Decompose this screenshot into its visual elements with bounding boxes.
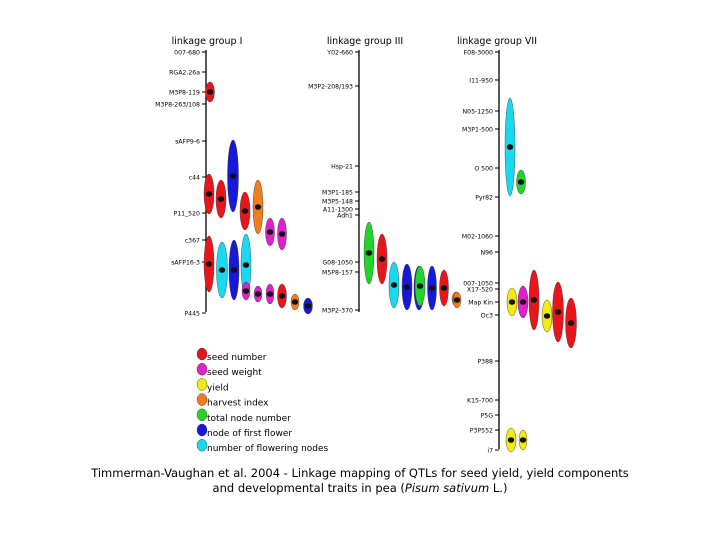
qtl-peak-dot — [266, 291, 274, 297]
qtl-peak-dot — [205, 191, 213, 197]
marker-label: Oc3 — [481, 313, 493, 320]
caption-suffix: L.) — [489, 481, 508, 495]
qtl-peak-dot — [278, 293, 286, 299]
legend-swatch-seed-number — [196, 347, 208, 361]
qtl-peak-dot — [517, 179, 525, 185]
marker-label: M3P8-119 — [169, 90, 200, 97]
legend-swatch-harvest-index — [196, 393, 208, 406]
marker-label: Hsp-21 — [331, 164, 353, 171]
marker-label: M5P8-157 — [322, 270, 353, 277]
marker-label: P445 — [184, 311, 200, 318]
marker-label: 007-1050 — [463, 281, 493, 288]
legend-swatch-seed-weight — [196, 363, 208, 376]
marker-label: RGA2.26a — [169, 70, 200, 77]
marker-label: P3P552 — [470, 428, 493, 435]
qtl-peak-dot — [254, 291, 262, 297]
qtl-peak-dot — [390, 282, 398, 288]
marker-label: i7 — [487, 448, 493, 455]
legend-swatch-total-node-number — [196, 408, 208, 421]
linkage-group-title: linkage group I — [172, 36, 243, 47]
marker-label: Map Kin — [468, 300, 493, 307]
qtl-peak-dot — [242, 262, 250, 268]
marker-label: P5G — [481, 413, 494, 420]
marker-label: Y02-660 — [326, 50, 353, 57]
linkage-group-title: linkage group VII — [457, 36, 537, 47]
marker-label: Pyr82 — [475, 195, 493, 202]
qtl-peak-dot — [206, 89, 214, 95]
qtl-peak-dot — [205, 261, 213, 267]
legend-label-flowering-nodes: number of flowering nodes — [207, 444, 329, 454]
qtl-peak-dot — [440, 285, 448, 291]
qtl-peak-dot — [218, 267, 226, 273]
qtl-peak-dot — [519, 299, 527, 305]
qtl-peak-dot — [508, 299, 516, 305]
marker-label: P388 — [477, 359, 493, 366]
qtl-peak-dot — [291, 299, 299, 305]
marker-label: I11-950 — [469, 78, 493, 85]
qtl-peak-dot — [254, 204, 262, 210]
qtl-peak-dot — [229, 173, 237, 179]
qtl-peak-dot — [507, 437, 515, 443]
qtl-peak-dot — [365, 250, 373, 256]
qtl-peak-dot — [506, 144, 514, 150]
marker-label: 007-680 — [174, 50, 200, 57]
marker-label: M3P5-148 — [322, 199, 353, 206]
marker-label: sAFP16-3 — [171, 260, 200, 267]
marker-label: c367 — [185, 238, 200, 245]
qtl-peak-dot — [230, 267, 238, 273]
marker-label: F08-3000 — [464, 50, 493, 57]
marker-label: M3P1-185 — [322, 190, 353, 197]
caption-species: Pisum sativum — [404, 481, 490, 495]
marker-label: M3P1-500 — [462, 127, 493, 134]
marker-label: sAFP9-6 — [175, 139, 200, 146]
legend-label-seed-number: seed number — [207, 353, 267, 363]
qtl-peak-dot — [304, 303, 312, 309]
qtl-peak-dot — [242, 288, 250, 294]
legend-label-yield: yield — [207, 383, 229, 393]
caption-prefix: and developmental traits in pea ( — [212, 481, 405, 495]
marker-label: K15-700 — [467, 398, 493, 405]
marker-label: A11-1300 — [323, 207, 353, 214]
qtl-peak-dot — [567, 320, 575, 326]
legend-label-seed-weight: seed weight — [207, 368, 262, 378]
legend-label-node-first-flower: node of first flower — [207, 429, 292, 439]
qtl-peak-dot — [378, 256, 386, 262]
qtl-peak-dot — [519, 437, 527, 443]
marker-label: N05-1250 — [463, 109, 494, 116]
qtl-peak-dot — [428, 285, 436, 291]
qtl-peak-dot — [278, 231, 286, 237]
qtl-peak-dot — [416, 283, 424, 289]
marker-label: M3P2-208/193 — [308, 84, 353, 91]
legend-label-total-node-number: total node number — [207, 414, 291, 424]
marker-label: M3P8-263/108 — [155, 102, 200, 109]
qtl-peak-dot — [241, 208, 249, 214]
figure-caption-line1: Timmerman-Vaughan et al. 2004 - Linkage … — [91, 466, 629, 480]
qtl-peak-dot — [266, 229, 274, 235]
legend-swatch-yield — [196, 378, 208, 391]
legend-swatch-flowering-nodes — [196, 439, 208, 452]
marker-label: G08-1050 — [322, 260, 353, 267]
qtl-peak-dot — [554, 309, 562, 315]
qtl-peak-dot — [453, 297, 461, 303]
qtl-peak-dot — [530, 297, 538, 303]
marker-label: X17-520 — [467, 287, 493, 294]
legend-swatch-node-first-flower — [196, 423, 208, 437]
marker-label: M02-1060 — [462, 234, 493, 241]
qtl-peak-dot — [543, 313, 551, 319]
marker-label: N96 — [480, 250, 493, 257]
marker-label: P11_520 — [173, 211, 200, 218]
qtl-peak-dot — [403, 284, 411, 290]
qtl-peak-dot — [217, 196, 225, 202]
marker-label: Adh1 — [337, 213, 353, 220]
linkage-group-title: linkage group III — [327, 36, 403, 47]
figure-caption-line2: and developmental traits in pea (Pisum s… — [0, 481, 720, 495]
marker-label: M3P2-370 — [322, 308, 353, 315]
legend-label-harvest-index: harvest index — [207, 399, 269, 409]
marker-label: c44 — [189, 175, 200, 182]
marker-label: O 500 — [474, 166, 493, 173]
